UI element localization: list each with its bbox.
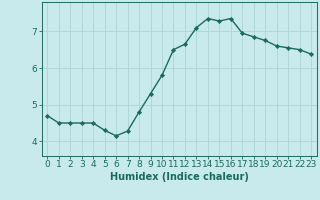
X-axis label: Humidex (Indice chaleur): Humidex (Indice chaleur) (110, 172, 249, 182)
